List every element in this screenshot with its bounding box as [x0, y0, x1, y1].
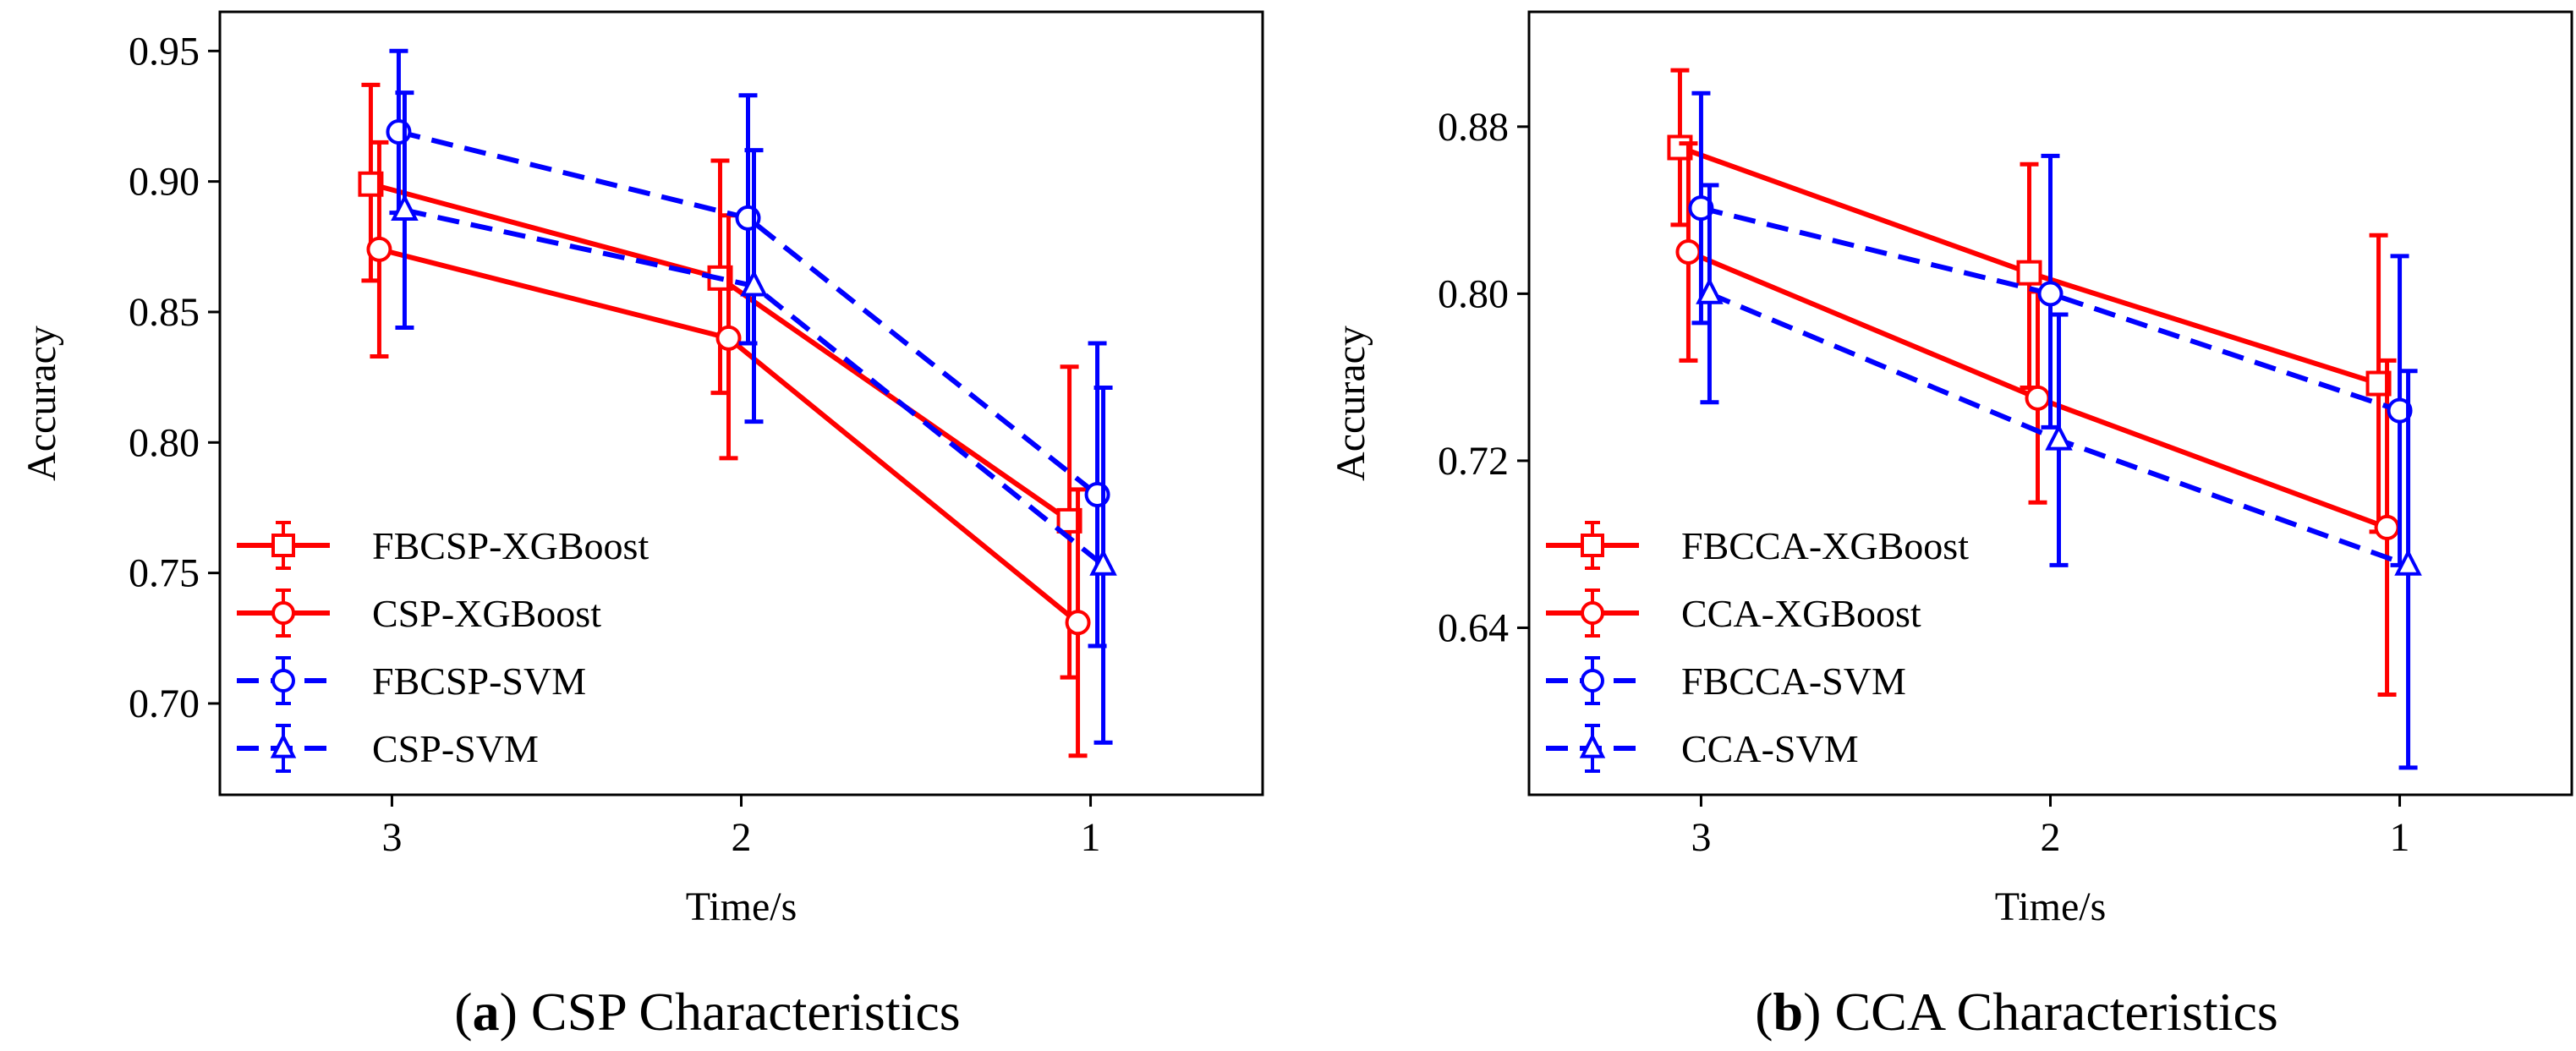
data-point-circle: [2374, 514, 2400, 540]
series-CSP-SVM: [391, 90, 1117, 745]
legend-entry: FBCCA-XGBoost: [1546, 521, 1969, 570]
y-tick-label: 0.72: [1438, 439, 1509, 484]
series-CSP-XGBoost: [366, 140, 1091, 758]
legend-label: CSP-SVM: [372, 727, 539, 770]
data-point-circle: [2025, 385, 2051, 411]
data-point-circle: [366, 236, 392, 262]
y-axis-label: Accuracy: [1329, 326, 1373, 481]
legend-marker-circle: [1581, 669, 1604, 692]
data-point-circle: [2387, 397, 2413, 424]
series-FBCCA-XGBoost: [1667, 68, 2392, 534]
y-tick-label: 0.75: [129, 551, 200, 596]
caption-letter: b: [1773, 982, 1804, 1042]
caption-paren: (: [454, 982, 472, 1042]
legend-entry: CSP-SVM: [237, 724, 539, 773]
data-point-triangle: [391, 194, 419, 221]
y-tick-label: 0.88: [1438, 105, 1509, 150]
legend-marker-circle: [271, 669, 295, 692]
data-point-triangle: [1696, 277, 1724, 304]
caption-letter: a: [473, 982, 500, 1042]
x-axis-label: Time/s: [686, 884, 797, 929]
data-point-square: [2016, 260, 2042, 286]
caption-text: ) CCA Characteristics: [1803, 982, 2278, 1042]
legend-label: CCA-XGBoost: [1681, 592, 1921, 635]
data-point-circle: [1688, 195, 1714, 222]
y-axis-label: Accuracy: [19, 326, 64, 481]
data-point-circle: [2037, 281, 2064, 307]
caption-text: ) CSP Characteristics: [500, 982, 961, 1042]
panel-b-cca: 0.64 0.72 0.80 0.88 3 2 1 Time/s Accuracy FBCCA-X…: [1329, 10, 2573, 1042]
data-point-triangle: [2045, 423, 2073, 451]
panel-a-csp: 0.70 0.75 0.80 0.85 0.90 0.95 3 2 1 Time/s Accurac…: [19, 10, 1264, 1042]
x-tick-label: 1: [2390, 815, 2410, 860]
y-tick-label: 0.70: [129, 682, 200, 726]
y-tick-label: 0.95: [129, 29, 200, 74]
legend-label: FBCSP-XGBoost: [372, 524, 649, 567]
x-tick-label: 3: [1691, 815, 1711, 860]
legend-marker-triangle: [270, 732, 297, 758]
y-tick-label: 0.85: [129, 290, 200, 335]
legend-label: FBCCA-XGBoost: [1681, 524, 1969, 567]
caption-paren: (: [1755, 982, 1773, 1042]
legend-entry: FBCSP-XGBoost: [237, 521, 649, 570]
legend-entry: CCA-XGBoost: [1546, 588, 1921, 638]
y-tick-label: 0.80: [129, 420, 200, 465]
legend-marker-circle: [271, 601, 295, 625]
data-point-circle: [1675, 238, 1702, 265]
legend-label: FBCCA-SVM: [1681, 660, 1906, 703]
y-tick-label: 0.64: [1438, 605, 1509, 650]
legend-label: FBCSP-SVM: [372, 660, 586, 703]
legend-marker-square: [271, 534, 295, 557]
series-FBCSP-XGBoost: [358, 82, 1082, 680]
legend-entry: FBCSP-SVM: [237, 656, 586, 705]
x-tick-label: 3: [381, 815, 402, 860]
legend-label: CSP-XGBoost: [372, 592, 601, 635]
legend-entry: CCA-SVM: [1546, 724, 1859, 773]
series-CCA-SVM: [1696, 183, 2422, 770]
x-axis-label: Time/s: [1995, 884, 2107, 929]
y-tick-label: 0.80: [1438, 271, 1509, 316]
x-tick-label: 1: [1081, 815, 1101, 860]
legend-marker-square: [1581, 534, 1604, 557]
series-FBCCA-SVM: [1688, 90, 2413, 567]
legend-entry: CSP-XGBoost: [237, 588, 601, 638]
panel-caption: (b) CCA Characteristics: [1755, 982, 2278, 1042]
data-point-triangle: [1089, 549, 1117, 576]
panel-caption: (a) CSP Characteristics: [454, 982, 960, 1042]
x-tick-label: 2: [2041, 815, 2061, 860]
legend-label: CCA-SVM: [1681, 727, 1859, 770]
y-tick-label: 0.90: [129, 160, 200, 205]
data-point-triangle: [2394, 549, 2422, 576]
legend-marker-triangle: [1579, 732, 1606, 758]
legend-marker-circle: [1581, 601, 1604, 625]
x-tick-label: 2: [732, 815, 752, 860]
data-point-circle: [715, 325, 742, 351]
data-point-circle: [1065, 610, 1091, 636]
data-point-triangle: [740, 269, 768, 297]
legend-entry: FBCCA-SVM: [1546, 656, 1906, 705]
